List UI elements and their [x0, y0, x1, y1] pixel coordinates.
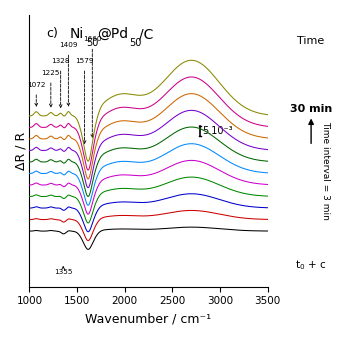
Text: c): c) [46, 27, 58, 40]
Text: 1225: 1225 [41, 70, 60, 76]
X-axis label: Wavenumber / cm⁻¹: Wavenumber / cm⁻¹ [85, 312, 211, 325]
Text: t$_0$ + c: t$_0$ + c [295, 258, 327, 272]
Text: 50: 50 [86, 38, 98, 48]
Text: 1579: 1579 [75, 58, 94, 64]
Text: @Pd: @Pd [97, 27, 129, 41]
Text: /C: /C [139, 27, 154, 41]
Y-axis label: ΔR / R: ΔR / R [15, 132, 28, 170]
Text: 1409: 1409 [59, 42, 78, 48]
Text: Time interval = 3 min: Time interval = 3 min [321, 121, 330, 219]
Text: 1660: 1660 [83, 36, 102, 42]
Text: 30 min: 30 min [290, 104, 332, 114]
Text: 5.10⁻³: 5.10⁻³ [203, 126, 233, 136]
Text: Ni: Ni [70, 27, 84, 41]
Text: 1355: 1355 [54, 269, 72, 275]
Text: 50: 50 [129, 38, 141, 48]
Text: 1328: 1328 [51, 58, 70, 64]
Text: Time: Time [298, 36, 325, 46]
Text: 1072: 1072 [27, 82, 46, 88]
